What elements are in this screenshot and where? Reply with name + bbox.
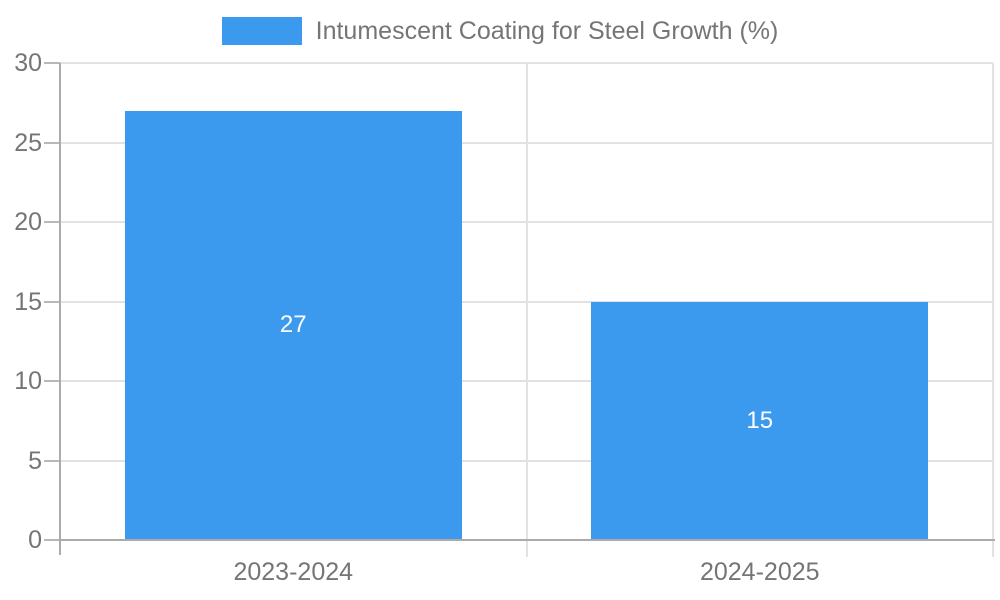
y-tick-mark (44, 62, 60, 64)
y-tick-mark (44, 380, 60, 382)
y-axis-line (59, 63, 61, 555)
bar-value-label: 27 (279, 311, 307, 339)
bar-2023-2024 (124, 110, 462, 540)
y-tick-mark (44, 539, 60, 541)
plot-area: 0 5 10 15 20 25 30 2023-2024 27 2024-2025 15 (14, 49, 994, 586)
y-tick-label: 0 (28, 526, 42, 554)
legend: Intumescent Coating for Steel Growth (%) (0, 16, 1000, 46)
legend-label: Intumescent Coating for Steel Growth (%) (315, 17, 779, 45)
y-tick-mark (44, 459, 60, 462)
y-tick-label: 30 (14, 49, 42, 77)
x-tick-label: 2024-2025 (699, 558, 820, 586)
y-tick-mark (44, 141, 60, 144)
y-tick-label: 25 (14, 128, 42, 157)
category-separator (525, 63, 528, 557)
y-tick-mark (44, 300, 60, 303)
y-tick-label: 5 (28, 446, 42, 475)
y-tick-label: 10 (14, 367, 42, 395)
bar-2024-2025 (591, 301, 929, 540)
x-axis-line (60, 539, 995, 541)
bar-value-label: 15 (746, 406, 774, 434)
y-tick-label: 20 (14, 208, 42, 236)
y-tick-mark (44, 221, 60, 223)
category-separator (992, 63, 994, 557)
legend-swatch (221, 17, 302, 45)
y-tick-label: 15 (14, 287, 42, 316)
x-tick-label: 2023-2024 (233, 558, 354, 586)
